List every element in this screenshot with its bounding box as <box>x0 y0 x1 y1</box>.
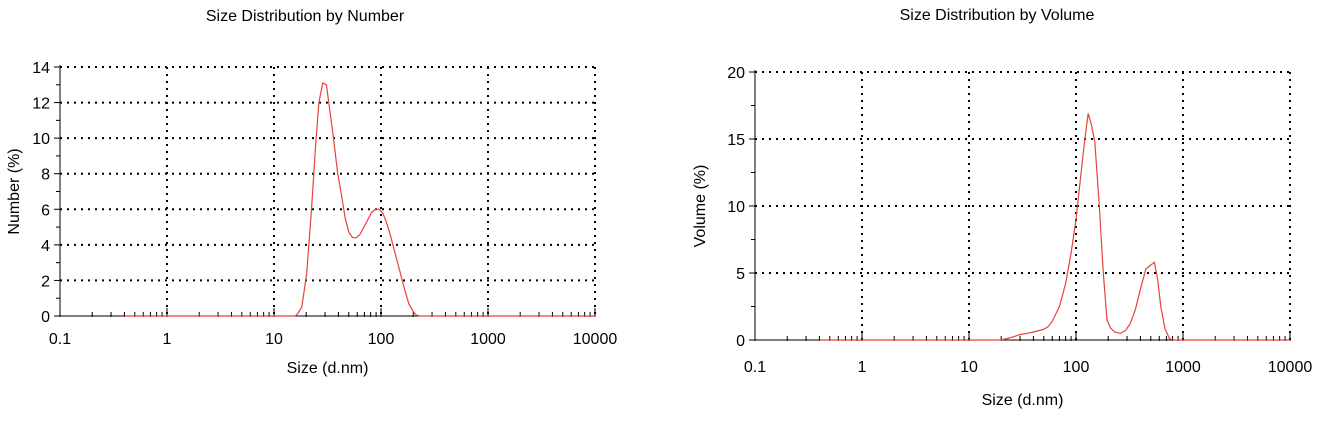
y-tick-label: 20 <box>727 65 745 82</box>
y-tick-label: 12 <box>32 96 50 113</box>
x-tick-label: 1 <box>163 331 172 348</box>
y-tick-label: 15 <box>727 132 745 149</box>
x-tick-label: 100 <box>1063 359 1090 376</box>
y-tick-label: 10 <box>727 199 745 216</box>
y-axis-label: Number (%) <box>6 148 23 234</box>
chart-volume-distribution: Size Distribution by Volume 0.1 1 10 100 1000… <box>660 0 1340 430</box>
x-tick-label: 1000 <box>1165 359 1201 376</box>
x-tick-label: 100 <box>368 331 395 348</box>
y-tick-label: 4 <box>41 238 50 255</box>
x-tick-label: 1 <box>858 359 867 376</box>
y-tick-label: 5 <box>736 266 745 283</box>
x-tick-label: 10000 <box>1268 359 1313 376</box>
y-tick-label: 14 <box>32 60 50 77</box>
y-tick-label: 6 <box>41 202 50 219</box>
y-tick-label: 2 <box>41 273 50 290</box>
chart-title: Size Distribution by Volume <box>900 7 1095 24</box>
x-tick-label: 0.1 <box>744 359 766 376</box>
x-axis-label: Size (d.nm) <box>287 360 369 377</box>
x-tick-label: 0.1 <box>49 331 71 348</box>
chart-number-distribution: Size Distribution by Number 0.1 1 10 100 1000… <box>0 0 640 430</box>
series-line <box>819 113 1290 341</box>
y-axis-label: Volume (%) <box>692 165 709 248</box>
y-tick-label: 0 <box>41 309 50 326</box>
y-tick-label: 10 <box>32 131 50 148</box>
y-tick-label: 8 <box>41 167 50 184</box>
x-tick-label: 10 <box>960 359 978 376</box>
x-axis-label: Size (d.nm) <box>982 392 1064 409</box>
y-tick-label: 0 <box>736 333 745 350</box>
series-line <box>124 82 595 317</box>
chart-title: Size Distribution by Number <box>206 8 405 25</box>
x-tick-label: 10000 <box>573 331 618 348</box>
x-tick-label: 1000 <box>470 331 506 348</box>
x-tick-label: 10 <box>265 331 283 348</box>
